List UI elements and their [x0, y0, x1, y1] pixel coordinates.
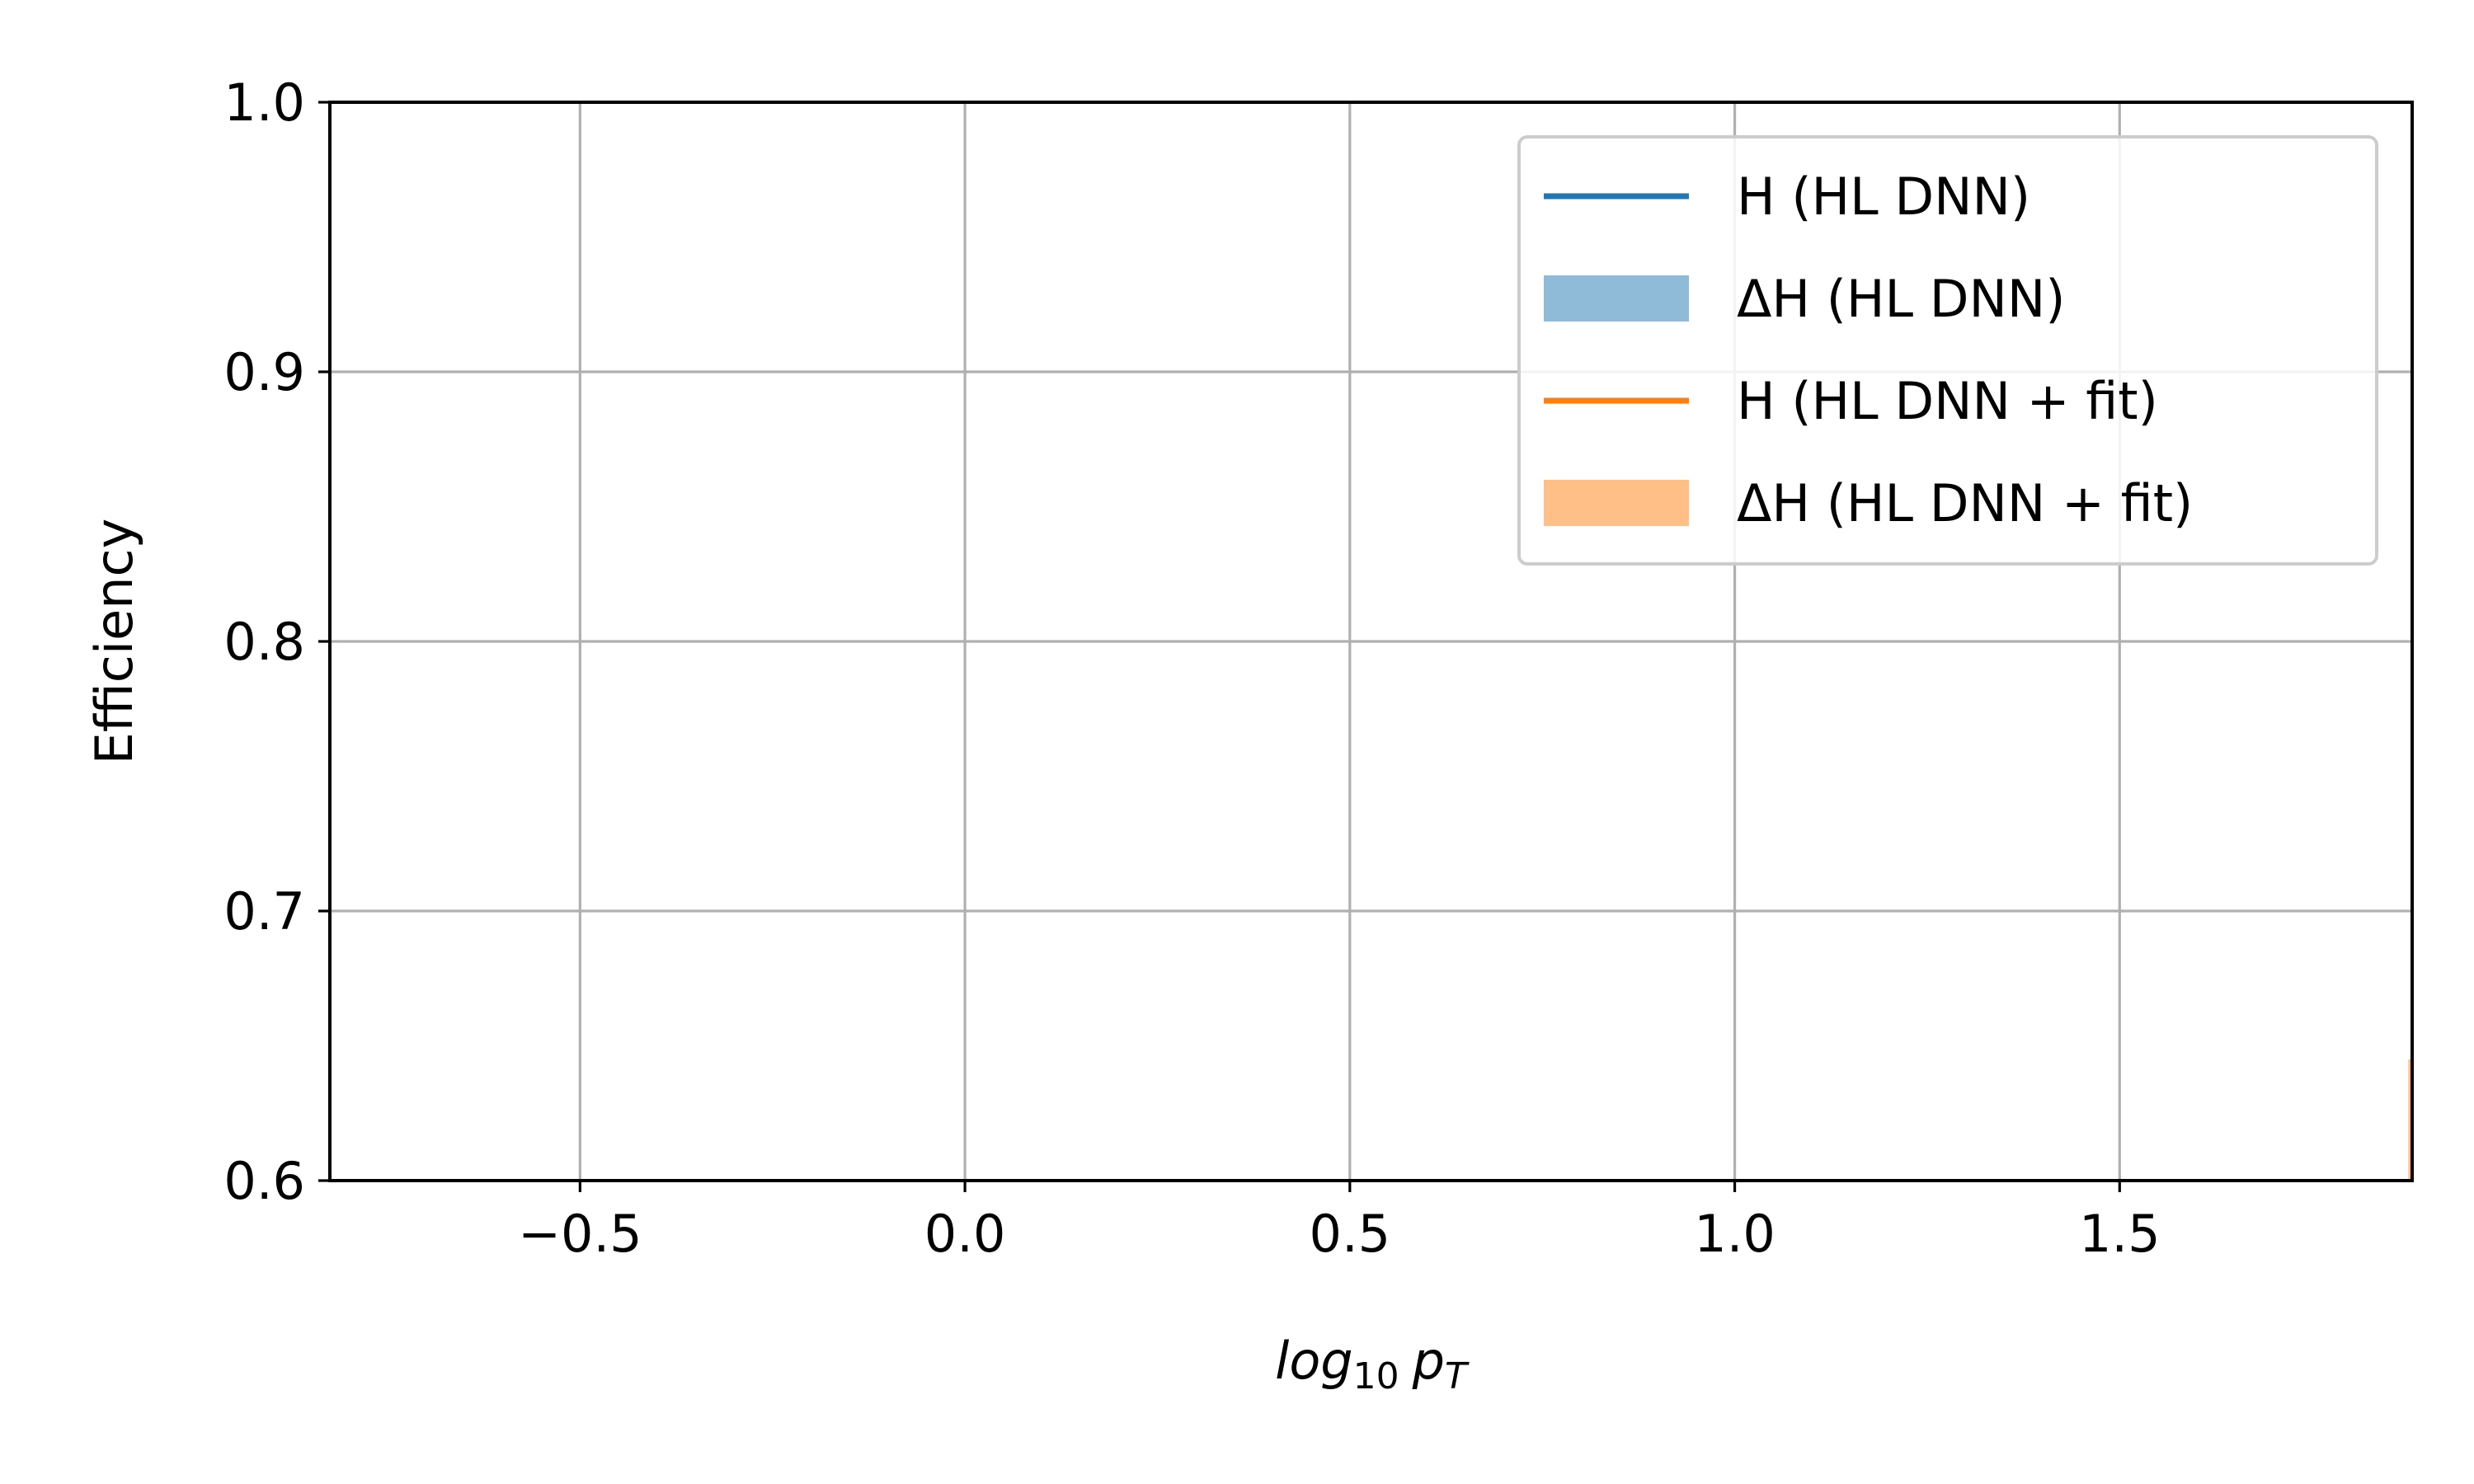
legend-label: ΔH (HL DNN)	[1737, 269, 2066, 329]
legend-label: H (HL DNN)	[1737, 167, 2030, 227]
y-tick-label: 0.8	[223, 612, 305, 672]
legend-swatch-band	[1544, 275, 1689, 322]
y-tick-label: 0.9	[223, 342, 305, 402]
x-tick-label: 1.5	[2079, 1204, 2161, 1264]
x-tick-label: −0.5	[518, 1204, 642, 1264]
x-tick-label: 0.5	[1310, 1204, 1391, 1264]
x-axis-label-main: log	[1275, 1331, 1353, 1391]
x-tick-label: 1.0	[1694, 1204, 1776, 1264]
legend: H (HL DNN) ΔH (HL DNN) H (HL DNN + fit) ΔH …	[1519, 137, 2377, 564]
x-axis-label-var: p	[1412, 1331, 1445, 1391]
legend-label: H (HL DNN + fit)	[1737, 371, 2158, 431]
x-axis-label-var-sub: T	[1445, 1355, 1470, 1397]
y-axis-label: Efficiency	[84, 519, 144, 765]
legend-label: ΔH (HL DNN + fit)	[1737, 473, 2193, 533]
x-axis-label-sub: 10	[1353, 1355, 1399, 1397]
x-axis-label: log10 pT	[1275, 1331, 1470, 1397]
y-tick-label: 1.0	[223, 73, 305, 133]
x-tick-label: 0.0	[924, 1204, 1006, 1264]
legend-swatch-band	[1544, 480, 1689, 526]
y-tick-label: 0.6	[223, 1151, 305, 1211]
y-tick-label: 0.7	[223, 881, 305, 942]
